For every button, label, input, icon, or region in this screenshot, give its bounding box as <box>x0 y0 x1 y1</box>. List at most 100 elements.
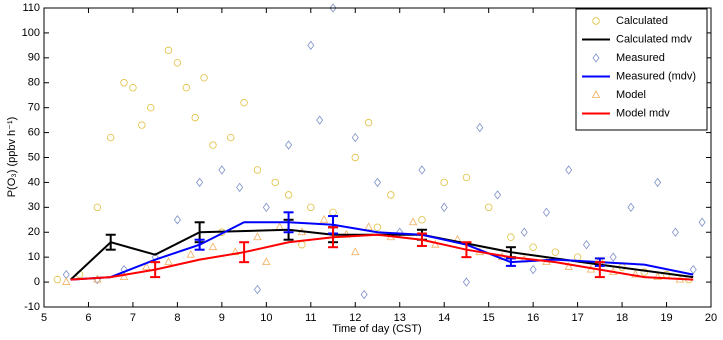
point <box>698 217 706 227</box>
point <box>284 191 293 199</box>
point <box>671 227 679 237</box>
point <box>262 257 271 266</box>
point <box>319 214 329 223</box>
point <box>418 216 426 224</box>
point <box>262 202 270 212</box>
point <box>253 284 261 295</box>
point <box>520 227 528 237</box>
point <box>307 203 315 212</box>
point <box>351 132 359 143</box>
y-tick-label: 30 <box>28 201 40 213</box>
point <box>551 248 560 256</box>
x-tick-label: 7 <box>130 312 136 324</box>
legend-label: Model <box>616 89 646 101</box>
x-tick-label: 9 <box>219 312 225 324</box>
y-tick-label: 80 <box>28 77 40 89</box>
point <box>374 177 381 188</box>
point <box>627 202 635 212</box>
error-bar <box>105 233 116 251</box>
point <box>351 153 359 162</box>
legend-marker <box>592 17 600 25</box>
x-tick-label: 14 <box>438 312 450 324</box>
point <box>147 103 155 112</box>
point <box>218 165 226 175</box>
point <box>62 277 71 285</box>
point <box>329 3 337 13</box>
series-line <box>70 221 694 281</box>
point <box>186 249 195 258</box>
point <box>462 173 471 182</box>
point <box>373 223 382 231</box>
point <box>529 264 537 275</box>
error-bar <box>328 226 339 249</box>
point <box>93 203 102 212</box>
point <box>316 115 324 125</box>
point <box>440 202 448 212</box>
series-line <box>70 233 694 281</box>
legend-box <box>575 8 708 131</box>
x-tick-label: 17 <box>571 312 583 324</box>
error-bar <box>594 261 605 279</box>
point <box>582 240 590 250</box>
legend-label: Calculated mdv <box>616 33 692 45</box>
point <box>418 165 426 175</box>
point <box>476 122 484 133</box>
point <box>408 217 418 226</box>
x-tick-label: 12 <box>349 312 361 324</box>
legend-marker <box>592 53 600 63</box>
x-tick-label: 15 <box>483 312 495 324</box>
point <box>494 190 502 200</box>
legend-label: Calculated <box>616 15 668 27</box>
legend-label: Measured <box>616 52 665 64</box>
point <box>209 141 217 149</box>
plot-frame <box>43 7 712 308</box>
point <box>387 191 395 199</box>
x-tick-label: 8 <box>174 312 180 324</box>
legend-label: Measured (mdv) <box>616 70 696 82</box>
point <box>173 59 182 67</box>
point <box>236 182 244 193</box>
point <box>351 247 360 256</box>
x-tick-label: 5 <box>41 312 47 324</box>
y-tick-label: -10 <box>24 301 40 313</box>
point <box>119 272 129 280</box>
x-tick-label: 18 <box>616 312 628 324</box>
point <box>129 84 137 92</box>
error-bar <box>461 241 472 259</box>
point <box>120 79 128 87</box>
y-tick-label: 10 <box>28 251 40 263</box>
point <box>164 46 173 55</box>
x-tick-label: 19 <box>660 312 672 324</box>
point <box>173 215 181 225</box>
point <box>654 177 662 188</box>
point <box>285 140 293 150</box>
y-tick-label: 20 <box>28 226 40 238</box>
legend-marker <box>591 90 601 98</box>
x-tick-label: 11 <box>305 312 316 324</box>
y-tick-label: 60 <box>28 126 40 138</box>
point <box>529 243 537 251</box>
point <box>609 252 617 262</box>
error-bar <box>416 232 427 247</box>
point <box>240 98 248 107</box>
point <box>227 133 235 142</box>
point <box>653 272 662 280</box>
y-axis-label: P(O₃) (ppbv h⁻¹) <box>6 117 18 198</box>
x-axis-label: Time of day (CST) <box>332 323 421 335</box>
point <box>565 165 573 175</box>
point <box>106 133 115 142</box>
y-tick-label: 70 <box>28 102 40 114</box>
point <box>253 232 262 241</box>
x-tick-label: 10 <box>260 312 272 324</box>
point <box>271 178 279 187</box>
point <box>440 178 448 187</box>
point <box>507 233 515 241</box>
point <box>196 177 204 188</box>
point <box>542 207 550 217</box>
point <box>364 118 373 127</box>
x-tick-label: 6 <box>85 312 91 324</box>
error-bar <box>194 238 205 251</box>
y-tick-label: 50 <box>28 151 40 163</box>
error-bar <box>283 211 294 234</box>
